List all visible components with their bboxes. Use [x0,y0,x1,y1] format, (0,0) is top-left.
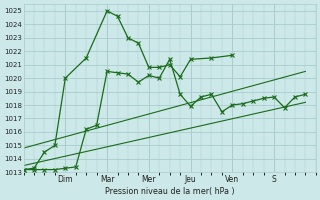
X-axis label: Pression niveau de la mer( hPa ): Pression niveau de la mer( hPa ) [105,187,235,196]
